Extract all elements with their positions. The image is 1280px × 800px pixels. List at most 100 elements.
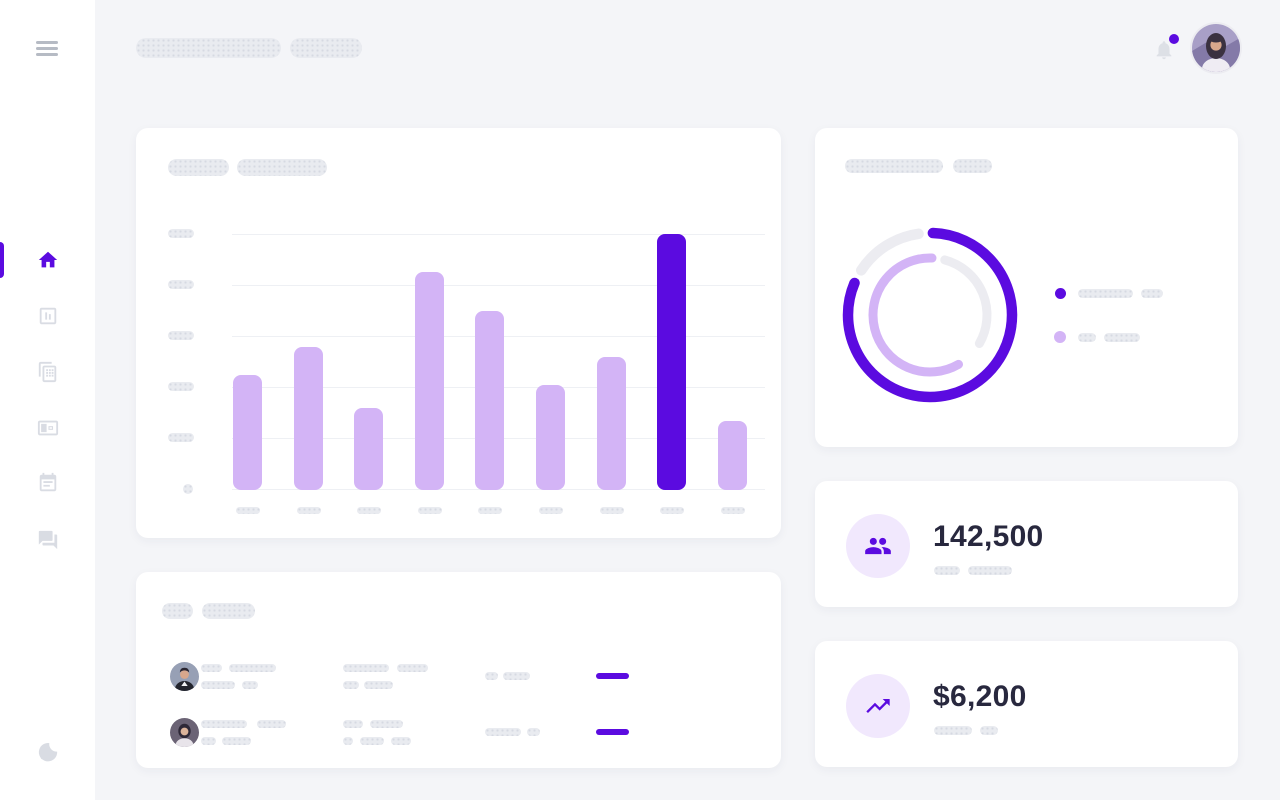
skeleton-pill	[201, 720, 247, 728]
skeleton-pill	[257, 720, 286, 728]
x-axis-label-skeleton	[477, 507, 502, 514]
legend-dot	[1054, 331, 1066, 343]
notifications-button[interactable]	[1152, 34, 1179, 62]
skeleton-pill	[168, 159, 229, 176]
x-axis-label-skeleton	[296, 507, 321, 514]
skeleton-pill	[1078, 289, 1133, 298]
bar[interactable]	[233, 375, 262, 490]
bar[interactable]	[475, 311, 504, 490]
skeleton-pill	[364, 681, 393, 689]
skeleton-pill	[968, 566, 1012, 575]
skeleton-pill	[242, 681, 258, 689]
skeleton-pill	[953, 159, 992, 173]
x-axis-label-skeleton	[720, 507, 745, 514]
bar-chart-bars[interactable]	[232, 234, 765, 490]
skeleton-pill	[162, 603, 193, 619]
x-axis-label-skeleton	[356, 507, 381, 514]
skeleton-pill	[168, 229, 194, 238]
stat-icon-circle	[846, 674, 910, 738]
page-title-skeleton	[136, 38, 281, 58]
sidebar-item-cards[interactable]	[0, 408, 95, 448]
skeleton-pill	[1141, 289, 1163, 298]
skeleton-pill	[229, 664, 276, 672]
progress-bar	[596, 673, 629, 679]
skeleton-pill	[397, 664, 428, 672]
copy-table-icon	[38, 361, 56, 383]
skeleton-pill	[201, 737, 216, 745]
table-row[interactable]	[136, 714, 781, 750]
bar-chart-card	[136, 128, 781, 538]
donut-track	[940, 255, 992, 348]
stat-label-skeleton	[934, 726, 1006, 744]
sidebar-item-tables[interactable]	[0, 352, 95, 392]
poll-chart-icon	[39, 307, 56, 325]
skeleton-pill	[1104, 333, 1140, 342]
notification-dot	[1169, 34, 1179, 44]
sidebar-item-home[interactable]	[0, 240, 95, 280]
skeleton-pill	[168, 433, 194, 442]
row-avatar	[170, 718, 199, 747]
page-subtitle-skeleton	[290, 38, 362, 58]
skeleton-pill	[391, 737, 411, 745]
donut-chart[interactable]	[830, 215, 1030, 415]
skeleton-pill	[527, 728, 540, 736]
x-axis-label-skeleton	[659, 507, 684, 514]
bar[interactable]	[536, 385, 565, 490]
donut-track	[855, 228, 924, 276]
x-axis-label-skeleton	[417, 507, 442, 514]
skeleton-pill	[183, 484, 193, 494]
skeleton-pill	[202, 603, 255, 619]
x-axis-label-skeleton	[599, 507, 624, 514]
menu-button[interactable]	[36, 41, 58, 57]
chat-icon	[38, 530, 57, 550]
activity-table-card	[136, 572, 781, 768]
donut-chart-card	[815, 128, 1238, 447]
trending-up-icon	[866, 699, 890, 713]
progress-bar	[596, 729, 629, 735]
skeleton-pill	[934, 726, 972, 735]
donut-arc	[842, 227, 1018, 403]
sidebar-item-messages[interactable]	[0, 520, 95, 560]
bell-icon	[1156, 41, 1172, 60]
stat-value: $6,200	[933, 680, 1027, 713]
skeleton-pill	[222, 737, 251, 745]
skeleton-pill	[168, 331, 194, 340]
stat-icon-circle	[846, 514, 910, 578]
skeleton-pill	[343, 737, 353, 745]
skeleton-pill	[201, 681, 235, 689]
x-axis-label-skeleton	[538, 507, 563, 514]
skeleton-pill	[168, 382, 194, 391]
skeleton-pill	[343, 664, 389, 672]
sidebar-item-calendar[interactable]	[0, 463, 95, 503]
stat-card-revenue: $6,200	[815, 641, 1238, 767]
user-avatar[interactable]	[1192, 24, 1240, 72]
user-avatar-photo	[1192, 24, 1240, 72]
table-row[interactable]	[136, 658, 781, 694]
table-title	[162, 603, 255, 621]
event-note-icon	[39, 472, 56, 492]
skeleton-pill	[1078, 333, 1096, 342]
bar[interactable]	[597, 357, 626, 490]
bar-chart-xlabels	[232, 507, 765, 515]
skeleton-pill	[934, 566, 960, 575]
skeleton-pill	[980, 726, 998, 735]
bar[interactable]	[294, 347, 323, 490]
sidebar-item-analytics[interactable]	[0, 296, 95, 336]
bar[interactable]	[718, 421, 747, 490]
bar[interactable]	[657, 234, 686, 490]
row-avatar	[170, 662, 199, 691]
card-widget-icon	[37, 420, 58, 436]
stat-label-skeleton	[934, 566, 1020, 584]
group-icon	[865, 537, 891, 555]
skeleton-pill	[845, 159, 943, 173]
donut-title	[845, 159, 992, 177]
dark-mode-toggle[interactable]	[0, 732, 95, 772]
skeleton-pill	[485, 728, 521, 736]
hamburger-icon	[36, 41, 58, 56]
bar[interactable]	[354, 408, 383, 490]
home-icon	[38, 251, 57, 268]
bar[interactable]	[415, 272, 444, 490]
skeleton-pill	[370, 720, 403, 728]
sidebar	[0, 0, 95, 800]
skeleton-pill	[343, 720, 363, 728]
